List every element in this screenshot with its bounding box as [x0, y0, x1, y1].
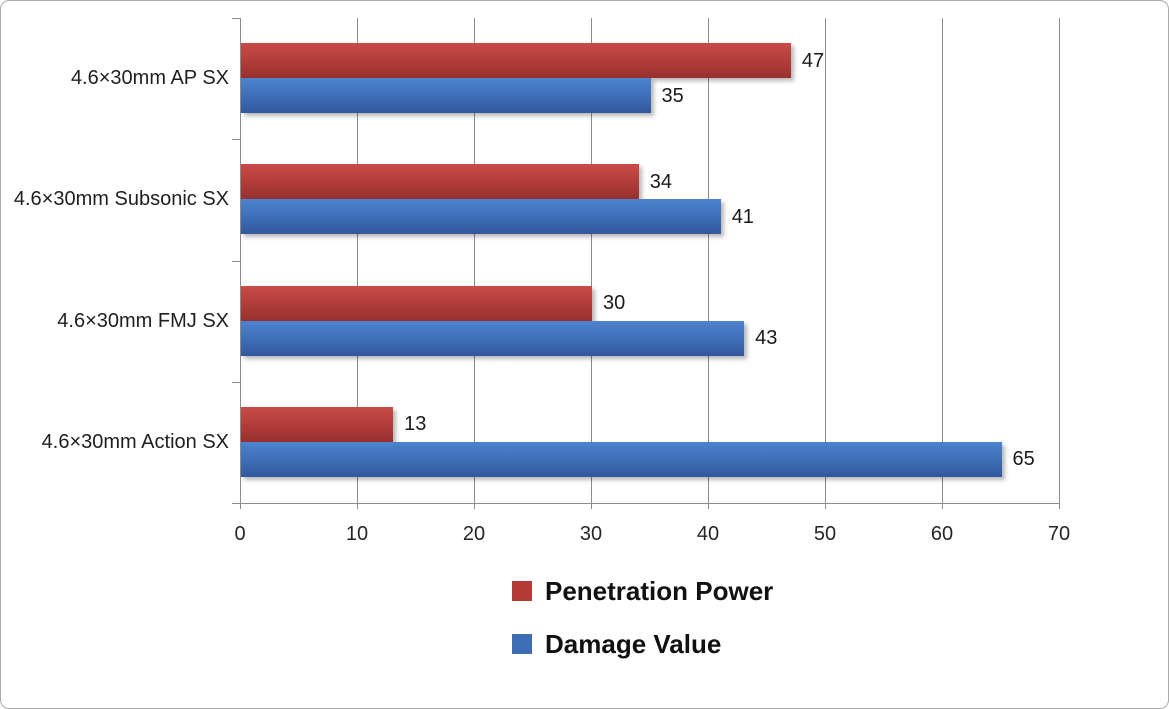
damage-value-bar	[241, 320, 745, 356]
data-label: 30	[603, 292, 626, 314]
damage-value-bar	[241, 441, 1002, 477]
y-axis-tick	[232, 382, 240, 383]
penetration-power-bar	[241, 43, 791, 78]
x-axis-tick-label: 60	[930, 523, 954, 545]
x-axis-tick-label: 10	[345, 523, 369, 545]
x-axis-tick	[942, 503, 943, 509]
data-label: 41	[731, 205, 754, 228]
penetration-power-bar	[241, 406, 394, 442]
gridline	[825, 18, 826, 503]
legend-label-damage-value: Damage Value	[545, 628, 722, 659]
y-axis-tick	[232, 18, 240, 19]
gridline	[591, 18, 592, 503]
x-axis-tick	[1059, 503, 1060, 509]
x-axis-tick	[474, 503, 475, 509]
plot-area	[240, 18, 1060, 504]
y-axis-tick	[232, 139, 240, 140]
category-label: 4.6×30mm Subsonic SX	[13, 188, 229, 211]
damage-value-bar	[241, 199, 721, 235]
legend-label-penetration-power: Penetration Power	[545, 575, 774, 606]
x-axis-tick	[708, 503, 709, 509]
gridline	[357, 18, 358, 503]
legend: Penetration Power Damage Value	[512, 576, 773, 682]
gridline	[942, 18, 943, 503]
data-label: 13	[404, 413, 427, 436]
penetration-power-bar	[241, 285, 592, 321]
data-label: 43	[755, 327, 778, 349]
y-axis-tick	[232, 503, 240, 504]
category-label: 4.6×30mm Action SX	[41, 430, 229, 453]
x-axis-tick-label: 0	[234, 523, 246, 545]
category-label: 4.6×30mm AP SX	[70, 67, 229, 89]
y-axis-tick	[232, 261, 240, 262]
gridline	[1059, 18, 1060, 503]
category-label: 4.6×30mm FMJ SX	[57, 309, 229, 332]
legend-swatch-damage-value	[512, 634, 532, 654]
x-axis-tick	[825, 503, 826, 509]
legend-item-penetration-power: Penetration Power	[512, 576, 773, 606]
data-label: 65	[1012, 448, 1035, 471]
x-axis-tick	[591, 503, 592, 509]
x-axis-tick	[357, 503, 358, 509]
x-axis-tick-label: 20	[462, 523, 486, 545]
gridline	[708, 18, 709, 503]
gridline	[474, 18, 475, 503]
x-axis-tick-label: 30	[579, 523, 603, 545]
x-axis-tick-label: 50	[813, 523, 837, 545]
data-label: 35	[661, 84, 684, 107]
x-axis-tick-label: 40	[696, 523, 720, 545]
x-axis-tick-label: 70	[1047, 523, 1071, 545]
data-label: 34	[649, 170, 673, 193]
x-axis-tick	[240, 503, 241, 509]
legend-swatch-penetration-power	[512, 581, 532, 601]
legend-item-damage-value: Damage Value	[512, 629, 773, 659]
data-label: 47	[801, 49, 825, 72]
damage-value-bar	[241, 78, 651, 113]
penetration-power-bar	[241, 164, 639, 200]
